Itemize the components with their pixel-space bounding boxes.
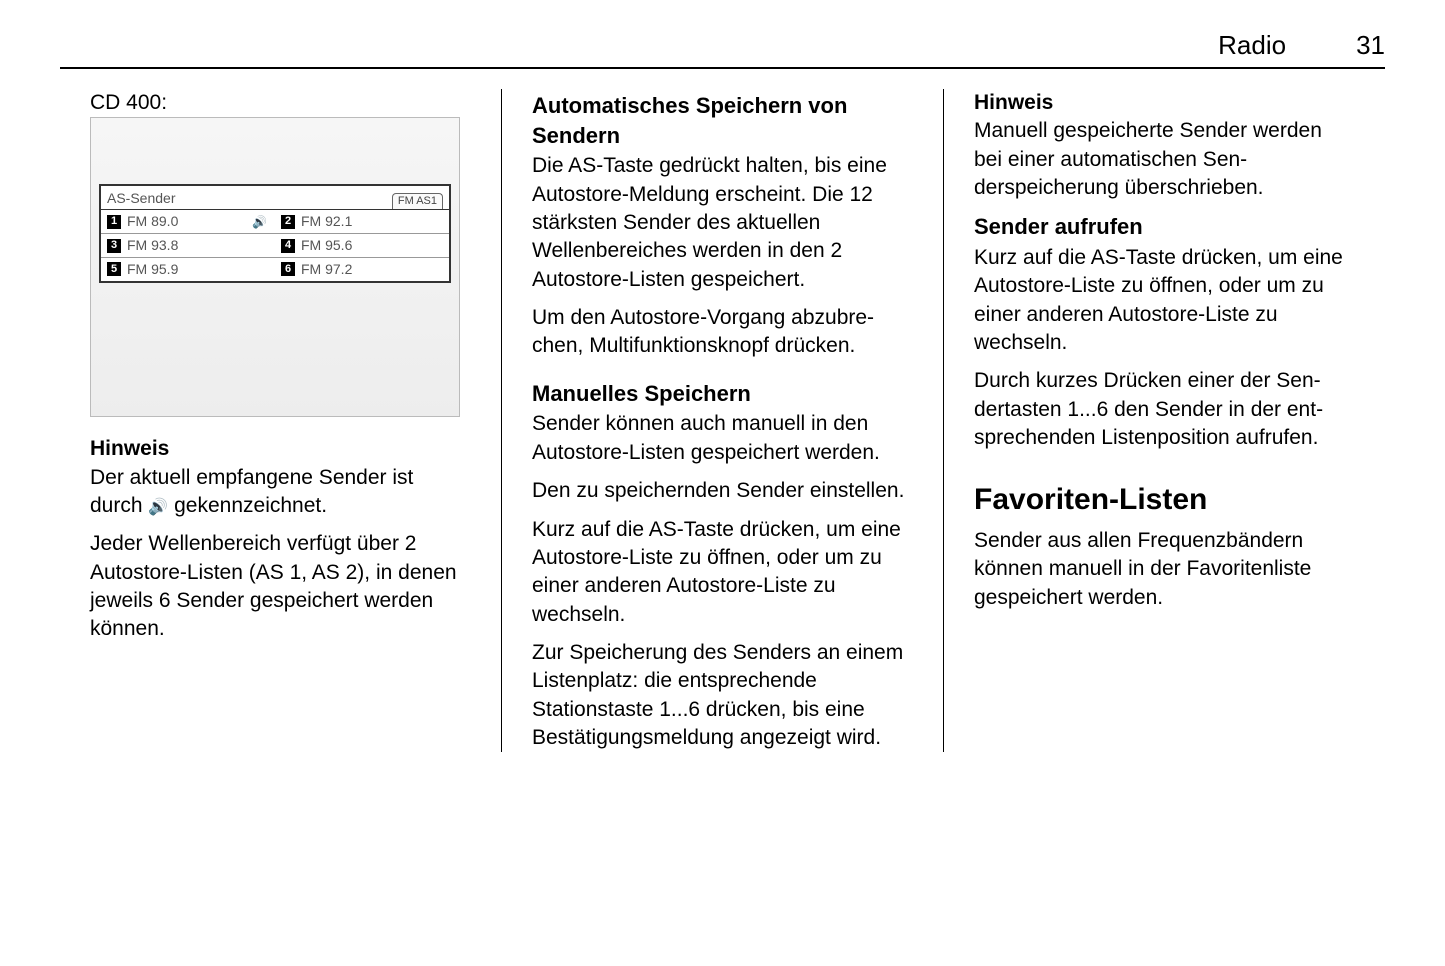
col3-h1: Sender aufrufen: [974, 212, 1355, 242]
preset-number: 1: [107, 215, 121, 229]
display-tab: FM AS1: [392, 193, 443, 209]
device-label: CD 400:: [90, 89, 471, 117]
station-row: 5 FM 95.9 6 FM 97.2: [101, 258, 449, 281]
display-title: AS-Sender: [107, 189, 175, 208]
station-cell: 5 FM 95.9: [101, 258, 275, 281]
col3-h2: Favoriten-Listen: [974, 480, 1355, 521]
col3-p3: Sender aus allen Frequenzbändern können …: [974, 527, 1355, 612]
col2-p4: Den zu speichernden Sender einstel­len.: [532, 477, 913, 505]
column-1: CD 400: AS-Sender FM AS1 1 FM 89.0 🔊 2 FM 92…: [60, 89, 501, 752]
col2-h1: Automatisches Speichern von Sendern: [532, 91, 913, 150]
page-number: 31: [1356, 30, 1385, 61]
section-name: Radio: [1218, 30, 1286, 61]
station-cell: 6 FM 97.2: [275, 258, 449, 281]
note-text: Der aktuell empfangene Sender ist durch …: [90, 464, 471, 521]
col2-p1: Die AS-Taste gedrückt halten, bis eine A…: [532, 152, 913, 294]
playing-icon: 🔊: [252, 214, 267, 230]
station-freq: FM 89.0: [127, 212, 178, 231]
col3-note-label: Hinweis: [974, 89, 1355, 117]
station-freq: FM 92.1: [301, 212, 352, 231]
column-3: Hinweis Manuell gespeicherte Sender wer­…: [943, 89, 1385, 752]
col2-p6: Zur Speicherung des Senders an einem Lis…: [532, 639, 913, 752]
col1-p2: Jeder Wellenbereich verfügt über 2 Autos…: [90, 530, 471, 643]
station-row: 3 FM 93.8 4 FM 95.6: [101, 234, 449, 258]
content-columns: CD 400: AS-Sender FM AS1 1 FM 89.0 🔊 2 FM 92…: [60, 89, 1385, 752]
station-row: 1 FM 89.0 🔊 2 FM 92.1: [101, 210, 449, 234]
preset-number: 6: [281, 262, 295, 276]
station-freq: FM 95.9: [127, 260, 178, 279]
col2-p3: Sender können auch manuell in den Autost…: [532, 410, 913, 467]
col2-p2: Um den Autostore-Vorgang abzubre­chen, M…: [532, 304, 913, 361]
preset-number: 4: [281, 239, 295, 253]
preset-number: 3: [107, 239, 121, 253]
station-cell: 1 FM 89.0 🔊: [101, 210, 275, 233]
radio-display-inner: AS-Sender FM AS1 1 FM 89.0 🔊 2 FM 92.1 3 FM 93…: [99, 184, 451, 283]
column-2: Automatisches Speichern von Sendern Die …: [501, 89, 943, 752]
page-header: Radio 31: [60, 30, 1385, 69]
station-freq: FM 95.6: [301, 236, 352, 255]
col3-p2: Durch kurzes Drücken einer der Sen­derta…: [974, 367, 1355, 452]
note-label: Hinweis: [90, 435, 471, 463]
station-cell: 4 FM 95.6: [275, 234, 449, 257]
speaker-icon: 🔊: [148, 499, 168, 516]
col2-p5: Kurz auf die AS-Taste drücken, um eine A…: [532, 516, 913, 629]
radio-display: AS-Sender FM AS1 1 FM 89.0 🔊 2 FM 92.1 3 FM 93…: [90, 117, 460, 417]
station-freq: FM 93.8: [127, 236, 178, 255]
display-title-row: AS-Sender FM AS1: [101, 186, 449, 210]
station-list: 1 FM 89.0 🔊 2 FM 92.1 3 FM 93.8 4 FM 95.6 5 FM 95.…: [101, 210, 449, 281]
station-cell: 2 FM 92.1: [275, 210, 449, 233]
preset-number: 2: [281, 215, 295, 229]
preset-number: 5: [107, 262, 121, 276]
col3-note-text: Manuell gespeicherte Sender wer­den bei …: [974, 117, 1355, 202]
station-freq: FM 97.2: [301, 260, 352, 279]
station-cell: 3 FM 93.8: [101, 234, 275, 257]
col3-p1: Kurz auf die AS-Taste drücken, um eine A…: [974, 244, 1355, 357]
col2-h2: Manuelles Speichern: [532, 379, 913, 409]
